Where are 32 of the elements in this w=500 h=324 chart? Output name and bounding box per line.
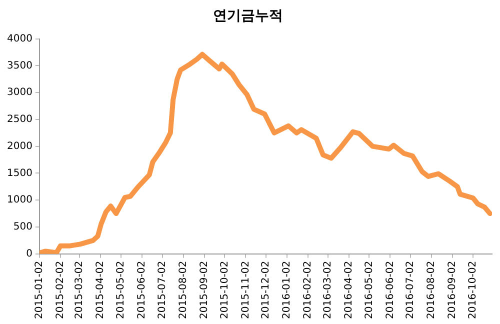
x-tick-label: 2016-01-02 xyxy=(282,260,293,320)
x-tick-label: 2015-05-02 xyxy=(115,260,126,320)
x-tick-label: 2015-02-02 xyxy=(55,260,66,320)
y-tick-label: 1500 xyxy=(6,168,32,179)
x-tick-label: 2015-10-02 xyxy=(219,260,230,320)
x-tick-label: 2016-02-02 xyxy=(302,260,314,320)
x-tick-label: 2015-01-02 xyxy=(34,260,46,320)
x-tick-label: 2016-09-02 xyxy=(447,260,458,320)
y-tick-label: 4000 xyxy=(6,33,32,44)
y-tick-label: 2000 xyxy=(6,140,32,152)
x-tick-label: 2015-11-02 xyxy=(240,260,252,320)
x-tick-label: 2015-04-02 xyxy=(95,260,106,320)
y-tick-label: 1000 xyxy=(6,194,32,206)
y-tick-label: 500 xyxy=(13,222,32,233)
y-tick-label: 0 xyxy=(26,248,32,260)
chart-title: 연기금누적 xyxy=(213,8,283,24)
x-tick-label: 2016-03-02 xyxy=(322,260,334,320)
y-tick-label: 2500 xyxy=(6,114,32,126)
x-tick-label: 2016-08-02 xyxy=(426,260,438,320)
x-tick-label: 2015-07-02 xyxy=(156,260,168,320)
x-tick-label: 2015-03-02 xyxy=(74,260,86,320)
y-tick-label: 3500 xyxy=(6,60,32,72)
y-tick-label: 3000 xyxy=(6,87,32,98)
x-tick-label: 2016-10-02 xyxy=(468,260,479,320)
x-tick-label: 2016-05-02 xyxy=(364,260,375,320)
x-tick-label: 2015-06-02 xyxy=(136,260,148,320)
x-tick-label: 2015-08-02 xyxy=(178,260,189,320)
x-tick-label: 2016-07-02 xyxy=(405,260,416,320)
x-tick-label: 2016-04-02 xyxy=(343,260,354,320)
x-tick-label: 2015-09-02 xyxy=(198,260,210,320)
x-tick-label: 2016-06-02 xyxy=(384,260,396,320)
x-tick-label: 2015-12-02 xyxy=(260,260,272,320)
